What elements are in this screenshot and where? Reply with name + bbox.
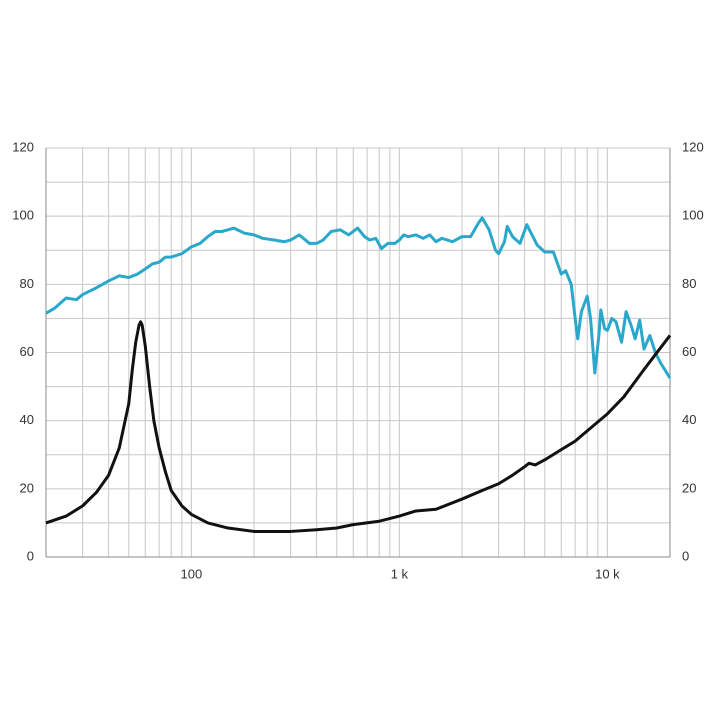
y-tick-label: 0 — [27, 548, 34, 563]
y2-tick-label: 20 — [682, 480, 696, 495]
y2-tick-label: 0 — [682, 548, 689, 563]
y-tick-label: 120 — [12, 139, 34, 154]
y-tick-label: 20 — [20, 480, 34, 495]
y2-tick-label: 120 — [682, 139, 704, 154]
series-line — [45, 320, 672, 533]
y-tick-label: 40 — [20, 412, 34, 427]
y-tick-label: 60 — [20, 344, 34, 359]
x-tick-label: 10 k — [595, 566, 620, 581]
y2-tick-label: 100 — [682, 208, 704, 223]
y-tick-label: 100 — [12, 208, 34, 223]
x-tick-label: 100 — [181, 566, 203, 581]
y2-tick-label: 40 — [682, 412, 696, 427]
y2-tick-label: 60 — [682, 344, 696, 359]
y2-tick-label: 80 — [682, 276, 696, 291]
x-tick-label: 1 k — [391, 566, 409, 581]
series-line — [45, 216, 672, 379]
y-tick-label: 80 — [20, 276, 34, 291]
